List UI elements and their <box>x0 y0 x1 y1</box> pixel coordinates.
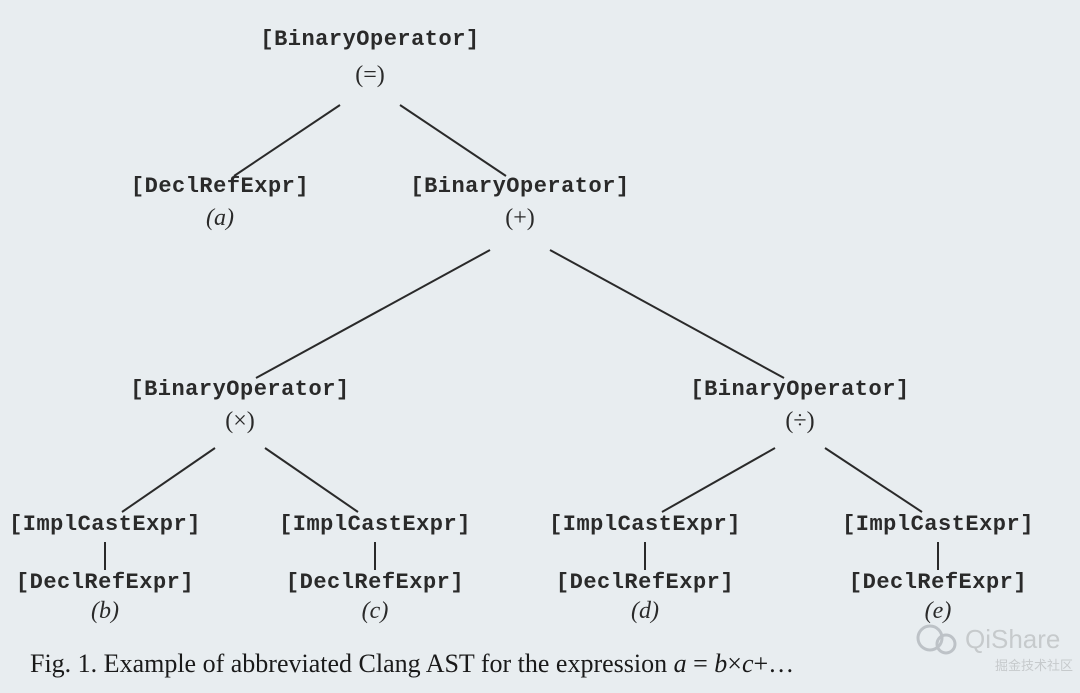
caption-expr-mul: × <box>727 649 742 678</box>
nodes: [BinaryOperator] (=) [DeclRefExpr] (a) [… <box>9 27 1034 624</box>
figure-caption: Fig. 1. Example of abbreviated Clang AST… <box>30 649 794 678</box>
node-drb-label: [DeclRefExpr] <box>16 570 194 595</box>
node-icc-label: [ImplCastExpr] <box>279 512 471 537</box>
node-drc-sub: (c) <box>362 598 389 624</box>
edge-div-ice <box>825 448 922 512</box>
node-mul-label: [BinaryOperator] <box>130 377 349 402</box>
node-ice-label: [ImplCastExpr] <box>842 512 1034 537</box>
edge-plus-mul <box>256 250 490 378</box>
caption-expr-rest: +… <box>754 649 795 678</box>
node-dre-label: [DeclRefExpr] <box>849 570 1027 595</box>
edge-div-icd <box>662 448 775 512</box>
watermark: QiShare 掘金技术社区 <box>918 624 1073 673</box>
edge-root-a <box>234 105 340 176</box>
node-plus-sub: (+) <box>505 205 535 231</box>
node-icb-label: [ImplCastExpr] <box>9 512 201 537</box>
caption-expr-a: a <box>674 649 687 678</box>
node-root-sub: (=) <box>355 62 385 88</box>
node-mul-sub: (×) <box>225 408 255 434</box>
node-a-sub: (a) <box>206 205 234 231</box>
caption-prefix: Fig. 1. Example of abbreviated Clang AST… <box>30 649 674 678</box>
node-root-label: [BinaryOperator] <box>260 27 479 52</box>
ast-tree-diagram: [BinaryOperator] (=) [DeclRefExpr] (a) [… <box>0 0 1080 693</box>
caption-expr-c: c <box>742 649 754 678</box>
node-dre-sub: (e) <box>925 598 952 624</box>
caption-expr-eq: = <box>687 649 715 678</box>
watermark-brand: QiShare <box>965 624 1060 654</box>
edge-mul-icc <box>265 448 358 512</box>
node-div-sub: (÷) <box>785 408 814 434</box>
node-a-label: [DeclRefExpr] <box>131 174 309 199</box>
edge-plus-div <box>550 250 784 378</box>
node-icd-label: [ImplCastExpr] <box>549 512 741 537</box>
watermark-subtext: 掘金技术社区 <box>995 658 1073 673</box>
node-drc-label: [DeclRefExpr] <box>286 570 464 595</box>
node-drd-sub: (d) <box>631 598 659 624</box>
node-drd-label: [DeclRefExpr] <box>556 570 734 595</box>
edge-root-plus <box>400 105 506 176</box>
node-plus-label: [BinaryOperator] <box>410 174 629 199</box>
node-div-label: [BinaryOperator] <box>690 377 909 402</box>
edge-mul-icb <box>122 448 215 512</box>
node-drb-sub: (b) <box>91 598 119 624</box>
caption-expr-b: b <box>714 649 727 678</box>
